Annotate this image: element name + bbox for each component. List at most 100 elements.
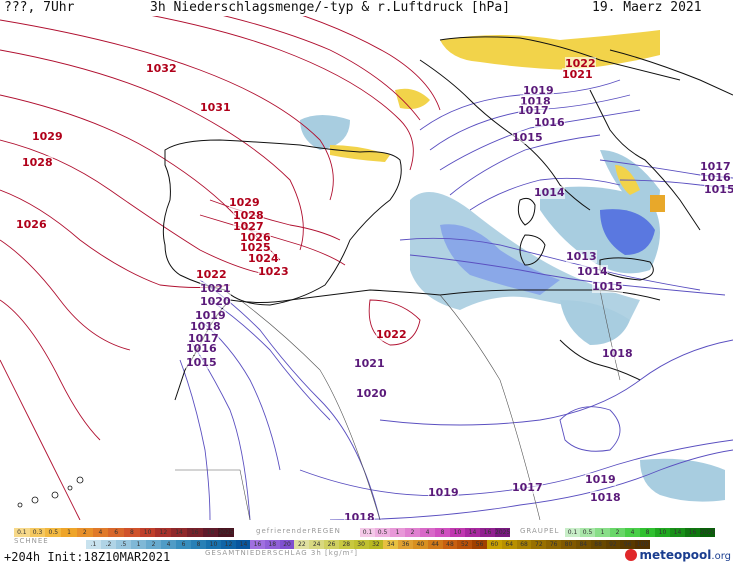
total-step: 20: [279, 540, 295, 549]
total-step: 26: [324, 540, 339, 549]
isobar-label: 1015: [592, 280, 623, 293]
rain-step: 8: [124, 528, 140, 537]
freezing-step: 16: [480, 528, 495, 537]
total-step: 72: [531, 540, 547, 549]
isobar-label: 1019: [195, 309, 226, 322]
total-step: 28: [338, 540, 354, 549]
snow-step: .2: [101, 540, 116, 549]
graupel-step: 14: [670, 528, 685, 537]
snow-step: .1: [86, 540, 101, 549]
freezing-step: 0.5: [375, 528, 390, 537]
total-step: 68: [516, 540, 532, 549]
isobar-label: 1016: [700, 171, 731, 184]
graupel-step: 2025+: [700, 528, 715, 537]
freezing-step: 10: [450, 528, 465, 537]
graupel-step: 8: [640, 528, 655, 537]
snow-step: 14: [236, 540, 251, 549]
freezing-step: 1: [390, 528, 405, 537]
total-precip-scale: 16 18 20 22 24 26 28 30 32 34 36 40 44 48 52 56 60 64 68 72…: [250, 540, 650, 549]
rain-step: 6: [108, 528, 125, 537]
snow-step: 1: [131, 540, 146, 549]
isobar-label: 1020: [200, 295, 231, 308]
total-step: 76: [546, 540, 562, 549]
isobar-label: 1015: [512, 131, 543, 144]
canary-islands: [17, 476, 84, 508]
isobar-label: 1014: [534, 186, 565, 199]
brand-name: meteopool: [639, 548, 712, 562]
graupel-step: 4: [625, 528, 640, 537]
isobar-label: 1029: [229, 196, 260, 209]
rain-step: 10: [139, 528, 156, 537]
graupel-step: 0.5: [580, 528, 595, 537]
brand-suffix: .org: [711, 551, 731, 562]
isobar-label: 1028: [233, 209, 264, 222]
graupel-step: 0.1: [565, 528, 580, 537]
isobar-label: 1016: [534, 116, 565, 129]
total-step: 100: [635, 540, 650, 549]
snow-label: SCHNEE: [14, 537, 49, 545]
isobar-label: 1018: [590, 491, 621, 504]
snow-step: 12: [221, 540, 236, 549]
meteopool-logo: meteopool.org: [625, 548, 731, 562]
isobar-label: 1016: [186, 342, 217, 355]
total-step: 60: [487, 540, 502, 549]
isobar-label: 1019: [523, 84, 554, 97]
isobar-label: 1029: [32, 130, 63, 143]
isobar-label: 1028: [22, 156, 53, 169]
freezing-step: 2: [405, 528, 420, 537]
isobar-label: 1018: [602, 347, 633, 360]
total-step: 44: [427, 540, 443, 549]
country-borders: [175, 289, 621, 521]
rain-step: 0.5: [45, 528, 62, 537]
graupel-step: 10: [655, 528, 670, 537]
isobar-label: 1023: [258, 265, 289, 278]
isobar-label: 1013: [566, 250, 597, 263]
rain-step: 2: [76, 528, 93, 537]
rain-step: 2025+: [218, 528, 235, 537]
graupel-label: GRAUPEL: [520, 527, 560, 535]
isobar-label: 1017: [518, 104, 549, 117]
snow-step: 4: [161, 540, 176, 549]
total-step: 34: [383, 540, 399, 549]
freezing-rain-label: gefrierenderREGEN: [256, 527, 341, 535]
rain-step: 18: [202, 528, 219, 537]
total-step: 30: [353, 540, 369, 549]
total-step: 32: [368, 540, 384, 549]
isobar-label: 1019: [585, 473, 616, 486]
snow-step: 2: [146, 540, 161, 549]
isobar-label: 1024: [248, 252, 279, 265]
graupel-step: 1: [595, 528, 610, 537]
isobar-label: 1025: [240, 241, 271, 254]
isobar-label: 1031: [200, 101, 231, 114]
isobar-label: 1015: [704, 183, 733, 196]
total-step: 40: [412, 540, 428, 549]
isobar-label: 1027: [233, 220, 264, 233]
logo-dot-icon: [625, 549, 638, 561]
isobar-label: 1021: [200, 282, 231, 295]
snow-scale: .1.2.5 1 2 4 6 8 10 12 14: [86, 540, 251, 549]
isobar-label: 1022: [565, 57, 596, 70]
isobar-label: 1022: [196, 268, 227, 281]
rain-step: 4: [92, 528, 109, 537]
isobar-label: 1020: [356, 387, 387, 400]
isobar-label: 1017: [512, 481, 543, 494]
header-title: 3h Niederschlagsmenge/-typ & r.Luftdruck…: [150, 0, 511, 15]
isobar-label: 1021: [562, 68, 593, 81]
isobars-high: [0, 0, 441, 521]
freezing-step: 8: [435, 528, 450, 537]
total-step: 48: [442, 540, 458, 549]
rain-step: 0.1: [14, 528, 30, 537]
graupel-step: 16: [685, 528, 700, 537]
total-step: 56: [472, 540, 487, 549]
freezing-step: 0.1: [360, 528, 375, 537]
rain-step: 0.3: [29, 528, 46, 537]
total-step: 16: [250, 540, 265, 549]
map-header: ???, 7Uhr 3h Niederschlagsmenge/-typ & r…: [0, 0, 733, 16]
isobar-label: 1021: [354, 357, 385, 370]
total-step: 36: [398, 540, 413, 549]
total-step: 88: [590, 540, 606, 549]
